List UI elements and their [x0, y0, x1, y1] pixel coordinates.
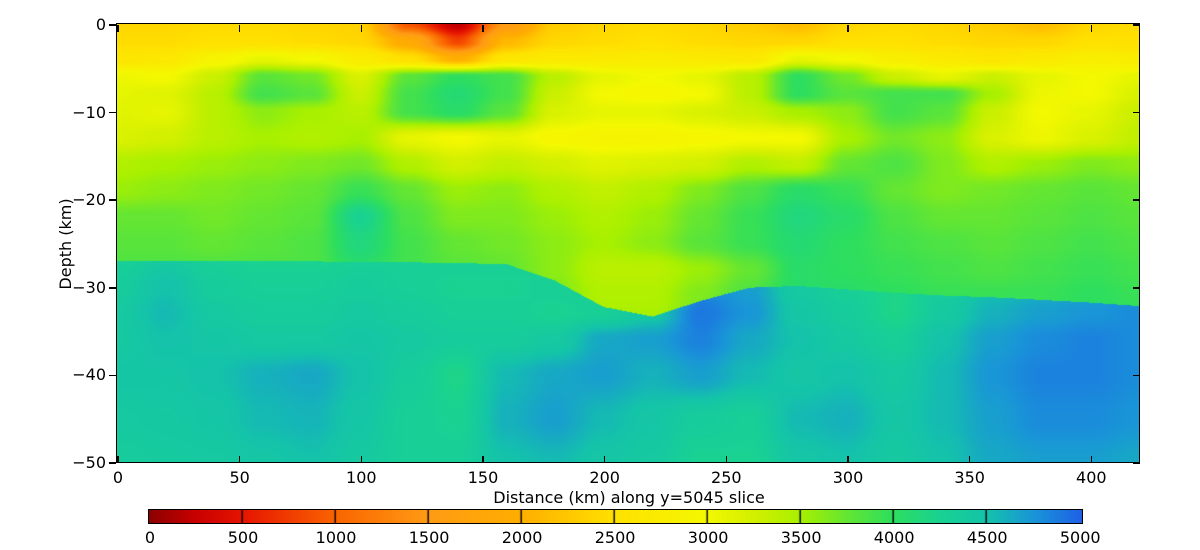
- y-tick-label: 0: [95, 15, 106, 34]
- y-tick-mark-left: [109, 111, 117, 114]
- x-tick-mark-bottom: [117, 455, 119, 463]
- y-tick-mark-right: [1132, 199, 1140, 201]
- x-tick-label: 50: [229, 468, 250, 487]
- x-tick-label: 0: [112, 468, 124, 487]
- plot-frame: [116, 23, 1141, 464]
- colorbar-tick-label: 4500: [966, 528, 1008, 547]
- y-tick-label: −20: [72, 190, 106, 210]
- colorbar-frame: [148, 509, 1084, 525]
- x-tick-mark-bottom: [725, 455, 728, 463]
- x-tick-mark-top: [603, 25, 606, 33]
- colorbar-tick-label: 5000: [1059, 528, 1101, 547]
- y-tick-label: −10: [72, 102, 106, 122]
- y-tick-mark-left: [109, 374, 117, 377]
- x-tick-label: 150: [467, 468, 499, 487]
- y-tick-mark-right: [1132, 24, 1140, 26]
- colorbar-tick-label: 2500: [594, 528, 636, 547]
- x-tick-mark-top: [482, 25, 484, 33]
- heatmap-canvas: [117, 24, 1140, 463]
- y-tick-mark-left: [109, 199, 117, 201]
- colorbar-tick-label: 3000: [687, 528, 729, 547]
- x-tick-mark-top: [1090, 25, 1093, 33]
- x-tick-label: 200: [589, 468, 620, 487]
- x-tick-mark-top: [725, 25, 728, 33]
- colorbar-tick-label: 2000: [501, 528, 543, 547]
- x-tick-mark-bottom: [603, 455, 606, 463]
- colorbar-tick-label: 1000: [315, 528, 357, 547]
- y-tick-label: −30: [72, 277, 106, 297]
- colorbar-tick-label: 3500: [780, 528, 822, 547]
- y-tick-mark-left: [109, 287, 117, 289]
- x-tick-label: 250: [711, 468, 742, 487]
- colorbar-tick-label: 500: [227, 528, 259, 547]
- y-tick-mark-right: [1132, 111, 1140, 114]
- x-tick-mark-bottom: [968, 455, 971, 463]
- x-tick-mark-bottom: [360, 455, 363, 463]
- x-tick-mark-top: [360, 25, 363, 33]
- y-tick-mark-right: [1132, 287, 1140, 289]
- x-tick-mark-bottom: [847, 455, 849, 463]
- x-tick-mark-top: [117, 25, 119, 33]
- y-tick-mark-left: [109, 462, 117, 464]
- x-axis-label: Distance (km) along y=5045 slice: [493, 488, 765, 507]
- colorbar-tick-label: 4000: [873, 528, 915, 547]
- y-tick-mark-right: [1132, 462, 1140, 464]
- x-tick-mark-top: [847, 25, 849, 33]
- x-tick-mark-bottom: [1090, 455, 1093, 463]
- y-axis-label: Depth (km): [56, 198, 75, 290]
- x-tick-mark-bottom: [482, 455, 484, 463]
- x-tick-mark-bottom: [238, 455, 241, 463]
- colorbar-tick-label: 1500: [408, 528, 450, 547]
- colorbar-canvas: [149, 510, 1083, 524]
- x-tick-mark-top: [968, 25, 971, 33]
- y-tick-mark-right: [1132, 374, 1140, 377]
- y-tick-label: −50: [72, 453, 106, 472]
- x-tick-label: 100: [346, 468, 377, 487]
- x-tick-label: 350: [954, 468, 985, 487]
- y-tick-mark-left: [109, 24, 117, 26]
- x-tick-label: 300: [832, 468, 864, 487]
- colorbar-tick-label: 0: [144, 528, 156, 547]
- x-tick-label: 400: [1076, 468, 1107, 487]
- x-tick-mark-top: [238, 25, 241, 33]
- y-tick-label: −40: [72, 365, 106, 385]
